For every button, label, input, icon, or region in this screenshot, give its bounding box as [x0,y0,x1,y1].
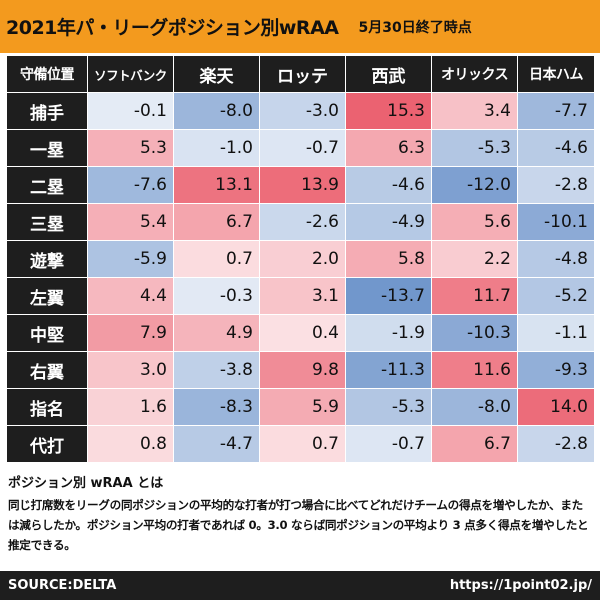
value-cell: -5.3 [431,129,518,167]
page-title: 2021年パ・リーグポジション別wRAA [6,17,339,39]
value-cell: -9.3 [517,351,595,389]
position-label: 三塁 [6,203,88,241]
value-cell: 6.3 [345,129,432,167]
value-cell: 2.0 [259,240,346,278]
value-cell: 0.7 [173,240,260,278]
value-cell: -13.7 [345,277,432,315]
value-cell: 6.7 [431,425,518,463]
value-cell: -10.1 [517,203,595,241]
value-cell: 5.9 [259,388,346,426]
value-cell: 13.9 [259,166,346,204]
value-cell: 11.7 [431,277,518,315]
site-url: https://1point02.jp/ [449,578,592,593]
value-cell: -0.7 [345,425,432,463]
title-bar: 2021年パ・リーグポジション別wRAA 5月30日終了時点 [0,0,600,53]
value-cell: -4.7 [173,425,260,463]
value-cell: 3.4 [431,92,518,130]
position-label: 一塁 [6,129,88,167]
value-cell: -1.9 [345,314,432,352]
table-row: 捕手 -0.1 -8.0 -3.0 15.3 3.4 -7.7 [6,92,595,130]
value-cell: -2.8 [517,166,595,204]
value-cell: 5.8 [345,240,432,278]
value-cell: 5.3 [87,129,174,167]
corner-header: 守備位置 [6,55,88,93]
team-header-seibu: 西武 [345,55,432,93]
team-header-softbank: ソフトバンク [87,55,174,93]
table-row: 右翼 3.0 -3.8 9.8 -11.3 11.6 -9.3 [6,351,595,389]
position-label: 指名 [6,388,88,426]
value-cell: -0.1 [87,92,174,130]
value-cell: -7.6 [87,166,174,204]
footer-bar: SOURCE:DELTA https://1point02.jp/ [0,571,600,600]
value-cell: 15.3 [345,92,432,130]
position-label: 右翼 [6,351,88,389]
table-row: 遊撃 -5.9 0.7 2.0 5.8 2.2 -4.8 [6,240,595,278]
value-cell: -2.6 [259,203,346,241]
value-cell: 0.7 [259,425,346,463]
team-header-orix: オリックス [431,55,518,93]
value-cell: -8.0 [431,388,518,426]
value-cell: 4.9 [173,314,260,352]
value-cell: -8.0 [173,92,260,130]
note-body: 同じ打席数をリーグの同ポジションの平均的な打者が打つ場合に比べてどれだけチームの… [8,498,589,552]
wraa-table: 守備位置 ソフトバンク 楽天 ロッテ 西武 オリックス 日本ハム 捕手 -0.1… [6,55,595,463]
explanation-note: ポジション別 wRAA とは 同じ打席数をリーグの同ポジションの平均的な打者が打… [8,472,592,555]
value-cell: -12.0 [431,166,518,204]
value-cell: 3.1 [259,277,346,315]
position-label: 捕手 [6,92,88,130]
value-cell: 1.6 [87,388,174,426]
table-row: 代打 0.8 -4.7 0.7 -0.7 6.7 -2.8 [6,425,595,463]
header-row: 守備位置 ソフトバンク 楽天 ロッテ 西武 オリックス 日本ハム [6,55,595,93]
position-label: 二塁 [6,166,88,204]
value-cell: -3.0 [259,92,346,130]
position-label: 左翼 [6,277,88,315]
value-cell: -8.3 [173,388,260,426]
value-cell: -0.3 [173,277,260,315]
value-cell: -5.3 [345,388,432,426]
value-cell: 4.4 [87,277,174,315]
value-cell: 5.6 [431,203,518,241]
value-cell: -1.1 [517,314,595,352]
value-cell: -2.8 [517,425,595,463]
team-header-nipponham: 日本ハム [517,55,595,93]
value-cell: -11.3 [345,351,432,389]
table-row: 一塁 5.3 -1.0 -0.7 6.3 -5.3 -4.6 [6,129,595,167]
value-cell: -0.7 [259,129,346,167]
source-label: SOURCE:DELTA [8,578,117,593]
note-title: ポジション別 wRAA とは [8,476,164,491]
value-cell: 14.0 [517,388,595,426]
value-cell: -5.2 [517,277,595,315]
team-header-lotte: ロッテ [259,55,346,93]
table-row: 中堅 7.9 4.9 0.4 -1.9 -10.3 -1.1 [6,314,595,352]
value-cell: 5.4 [87,203,174,241]
position-label: 遊撃 [6,240,88,278]
table-body: 捕手 -0.1 -8.0 -3.0 15.3 3.4 -7.7 一塁 5.3 -… [6,92,595,463]
value-cell: 11.6 [431,351,518,389]
value-cell: 0.8 [87,425,174,463]
value-cell: 9.8 [259,351,346,389]
value-cell: 3.0 [87,351,174,389]
value-cell: -4.6 [345,166,432,204]
value-cell: 13.1 [173,166,260,204]
value-cell: -1.0 [173,129,260,167]
position-label: 中堅 [6,314,88,352]
value-cell: -5.9 [87,240,174,278]
position-label: 代打 [6,425,88,463]
value-cell: 6.7 [173,203,260,241]
value-cell: 2.2 [431,240,518,278]
value-cell: -10.3 [431,314,518,352]
value-cell: -3.8 [173,351,260,389]
value-cell: 0.4 [259,314,346,352]
table-row: 左翼 4.4 -0.3 3.1 -13.7 11.7 -5.2 [6,277,595,315]
table-row: 二塁 -7.6 13.1 13.9 -4.6 -12.0 -2.8 [6,166,595,204]
date-label: 5月30日終了時点 [358,19,472,36]
value-cell: -7.7 [517,92,595,130]
table-row: 三塁 5.4 6.7 -2.6 -4.9 5.6 -10.1 [6,203,595,241]
table-row: 指名 1.6 -8.3 5.9 -5.3 -8.0 14.0 [6,388,595,426]
team-header-rakuten: 楽天 [173,55,260,93]
value-cell: -4.6 [517,129,595,167]
value-cell: -4.9 [345,203,432,241]
value-cell: -4.8 [517,240,595,278]
value-cell: 7.9 [87,314,174,352]
